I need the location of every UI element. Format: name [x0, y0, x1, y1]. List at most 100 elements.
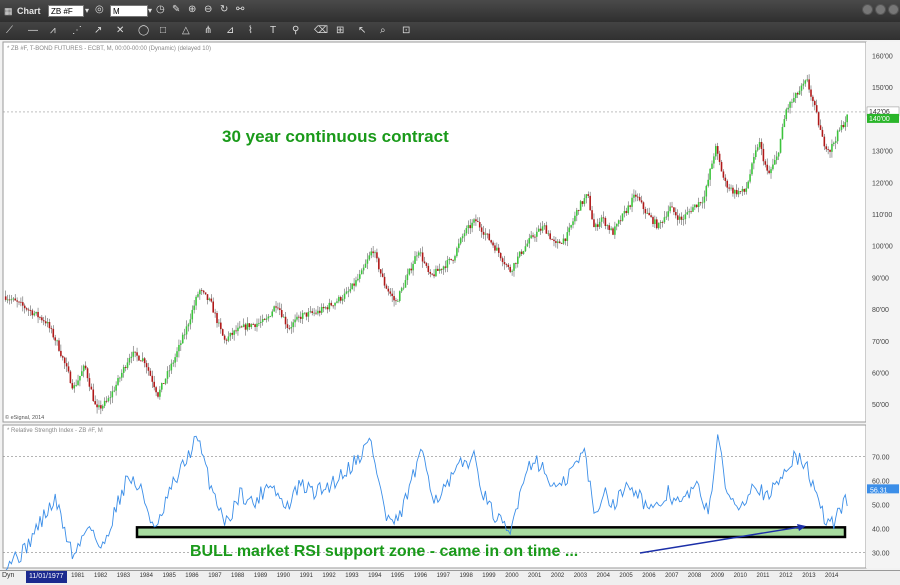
- candle-body[interactable]: [726, 180, 729, 188]
- candle-body[interactable]: [737, 191, 740, 195]
- candle-body[interactable]: [277, 307, 279, 309]
- candle-body[interactable]: [362, 267, 365, 271]
- candle-body[interactable]: [636, 196, 639, 198]
- candle-body[interactable]: [600, 217, 603, 222]
- candle-body[interactable]: [336, 301, 338, 303]
- candle-body[interactable]: [756, 147, 759, 151]
- candle-body[interactable]: [800, 85, 803, 91]
- candle-body[interactable]: [157, 392, 159, 397]
- candle-body[interactable]: [75, 385, 77, 386]
- candle-body[interactable]: [633, 194, 635, 198]
- candle-body[interactable]: [408, 268, 411, 275]
- candle-body[interactable]: [775, 156, 778, 161]
- candle-body[interactable]: [722, 171, 725, 178]
- candle-body[interactable]: [713, 156, 715, 164]
- gann-tool-icon[interactable]: ⊿: [226, 25, 235, 36]
- candle-body[interactable]: [606, 225, 609, 227]
- candle-body[interactable]: [397, 300, 399, 302]
- candle-body[interactable]: [673, 207, 675, 213]
- candle-body[interactable]: [269, 316, 272, 318]
- candle-body[interactable]: [770, 169, 772, 174]
- candle-body[interactable]: [648, 212, 650, 216]
- candle-body[interactable]: [646, 212, 649, 214]
- candle-body[interactable]: [193, 305, 195, 310]
- rsi-pane[interactable]: [2, 424, 867, 569]
- candle-body[interactable]: [676, 215, 679, 220]
- symbol-input[interactable]: ZB #F: [48, 5, 84, 17]
- candle-body[interactable]: [576, 210, 578, 216]
- candle-body[interactable]: [383, 276, 386, 286]
- candle-body[interactable]: [520, 251, 523, 254]
- candle-body[interactable]: [216, 313, 218, 324]
- candle-body[interactable]: [511, 270, 513, 272]
- candle-body[interactable]: [503, 262, 506, 265]
- candle-body[interactable]: [263, 319, 266, 320]
- candle-body[interactable]: [105, 400, 108, 402]
- candle-body[interactable]: [682, 219, 685, 220]
- candle-body[interactable]: [543, 225, 546, 227]
- candle-body[interactable]: [317, 310, 319, 314]
- candle-body[interactable]: [766, 164, 769, 171]
- candle-body[interactable]: [326, 307, 329, 310]
- candle-body[interactable]: [181, 334, 184, 344]
- candle-body[interactable]: [694, 204, 696, 208]
- candle-body[interactable]: [532, 235, 534, 237]
- cursor-tool-icon[interactable]: ↖: [358, 25, 367, 36]
- candle-body[interactable]: [842, 124, 845, 128]
- candle-body[interactable]: [376, 252, 378, 259]
- candle-body[interactable]: [715, 146, 717, 157]
- candle-body[interactable]: [418, 252, 420, 256]
- candle-body[interactable]: [444, 266, 447, 268]
- candle-body[interactable]: [261, 319, 264, 322]
- candle-body[interactable]: [515, 263, 517, 264]
- candle-body[interactable]: [585, 194, 588, 199]
- candle-body[interactable]: [191, 309, 194, 320]
- candle-body[interactable]: [846, 114, 848, 123]
- candle-body[interactable]: [343, 293, 346, 299]
- candle-body[interactable]: [210, 298, 213, 302]
- candle-body[interactable]: [244, 324, 247, 330]
- candle-body[interactable]: [833, 142, 835, 144]
- candle-body[interactable]: [180, 343, 182, 345]
- candle-body[interactable]: [442, 266, 445, 270]
- candle-body[interactable]: [558, 241, 561, 244]
- candle-body[interactable]: [46, 322, 49, 324]
- candle-body[interactable]: [654, 219, 656, 225]
- candle-body[interactable]: [817, 112, 820, 126]
- arrow-tool-icon[interactable]: ↗: [94, 25, 103, 36]
- candle-body[interactable]: [77, 380, 79, 386]
- candle-body[interactable]: [686, 212, 689, 215]
- candle-body[interactable]: [465, 228, 468, 234]
- candle-body[interactable]: [475, 219, 477, 222]
- candle-body[interactable]: [48, 322, 51, 329]
- candle-body[interactable]: [178, 344, 180, 352]
- text-tool-icon[interactable]: T: [270, 25, 277, 36]
- candle-body[interactable]: [214, 312, 216, 314]
- candle-body[interactable]: [427, 265, 430, 273]
- candle-body[interactable]: [149, 370, 152, 376]
- candle-body[interactable]: [63, 357, 66, 364]
- candle-body[interactable]: [25, 308, 28, 310]
- candle-body[interactable]: [513, 263, 515, 271]
- candle-body[interactable]: [223, 335, 226, 340]
- candle-body[interactable]: [298, 316, 300, 318]
- maximize-button[interactable]: [875, 4, 886, 15]
- candle-body[interactable]: [349, 289, 352, 292]
- candle-body[interactable]: [204, 292, 207, 295]
- interval-dropdown-icon[interactable]: ▾: [148, 6, 153, 15]
- candle-body[interactable]: [138, 355, 140, 361]
- candle-body[interactable]: [831, 143, 833, 152]
- candle-body[interactable]: [265, 318, 268, 320]
- candle-body[interactable]: [117, 378, 119, 385]
- candle-body[interactable]: [44, 321, 47, 324]
- candle-body[interactable]: [804, 80, 807, 84]
- candle-body[interactable]: [372, 251, 374, 254]
- candle-body[interactable]: [675, 212, 677, 216]
- candle-body[interactable]: [288, 327, 291, 329]
- candle-body[interactable]: [478, 222, 481, 228]
- candle-body[interactable]: [220, 322, 222, 330]
- candle-body[interactable]: [406, 274, 409, 281]
- candle-body[interactable]: [787, 107, 789, 110]
- candle-body[interactable]: [282, 316, 285, 318]
- candle-body[interactable]: [58, 340, 60, 351]
